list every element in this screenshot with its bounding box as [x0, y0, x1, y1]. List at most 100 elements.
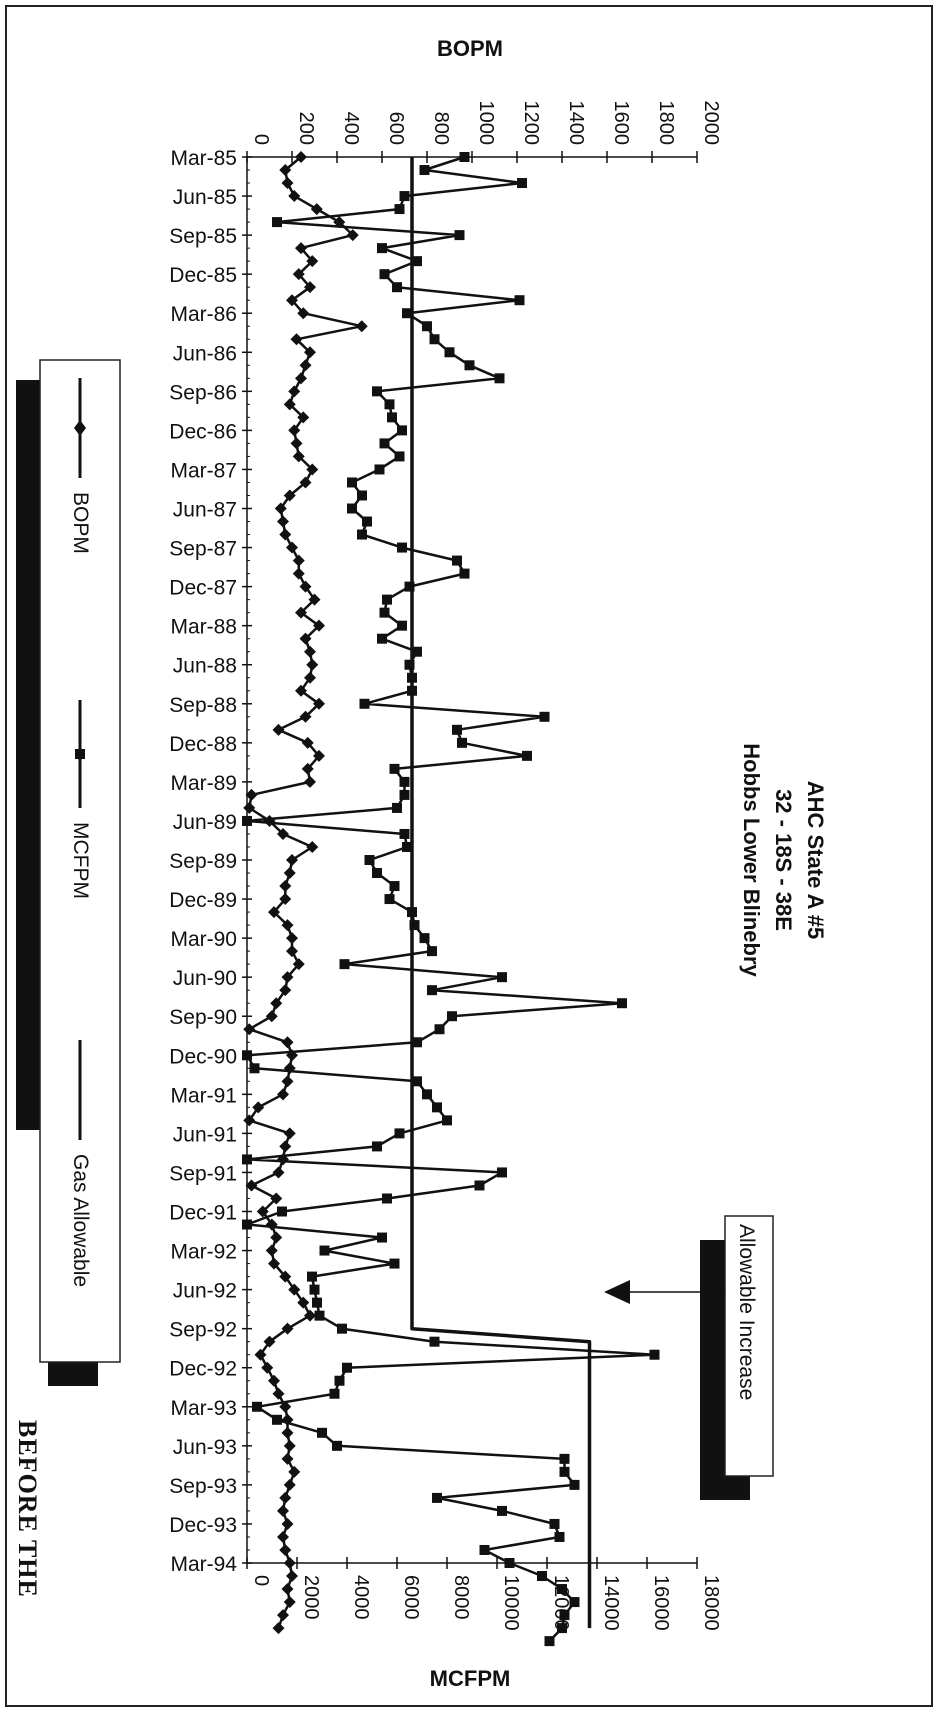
chart-labels: 0 200 400 600 800 1000 1200 1400 1600 1800 2000 0 20…	[169, 101, 722, 1631]
data-point-mcfpm	[429, 1336, 440, 1347]
data-point-bopm	[272, 1622, 285, 1635]
data-point-bopm	[304, 645, 316, 658]
data-point-mcfpm	[514, 295, 525, 306]
data-point-bopm	[297, 307, 310, 320]
data-point-mcfpm	[517, 178, 527, 189]
category-tick-label: Mar-91	[170, 1084, 237, 1107]
data-point-bopm	[281, 1322, 294, 1335]
data-point-mcfpm	[649, 1349, 660, 1360]
data-point-bopm	[272, 1166, 285, 1179]
data-point-mcfpm	[249, 1063, 260, 1074]
bopm-tick-label: 200	[295, 112, 317, 145]
bopm-tick-label: 600	[385, 112, 407, 145]
category-tick-label: Mar-87	[170, 459, 237, 482]
data-point-mcfpm	[447, 1011, 457, 1022]
data-point-bopm	[306, 463, 319, 476]
data-point-bopm	[295, 372, 307, 385]
data-point-mcfpm	[399, 776, 410, 787]
category-tick-label: Dec-89	[169, 889, 237, 912]
data-point-mcfpm	[432, 1102, 442, 1113]
category-tick-label: Sep-85	[169, 225, 237, 248]
data-point-mcfpm	[382, 594, 392, 605]
data-point-bopm	[290, 437, 303, 450]
category-tick-label: Sep-90	[169, 1006, 237, 1029]
category-tick-label: Jun-89	[173, 811, 237, 834]
data-point-mcfpm	[272, 1414, 282, 1425]
data-point-bopm	[281, 1426, 294, 1439]
legend-diamond-icon	[74, 420, 86, 436]
data-point-mcfpm	[457, 737, 467, 748]
data-point-mcfpm	[504, 1558, 515, 1568]
data-point-mcfpm	[379, 607, 390, 618]
data-point-mcfpm	[389, 881, 400, 892]
data-point-bopm	[306, 840, 319, 853]
bopm-tick-label: 2000	[700, 101, 722, 146]
mcfpm-axis-title: MCFPM	[430, 1666, 511, 1691]
category-tick-label: Jun-85	[173, 186, 237, 209]
callout-box	[724, 1215, 774, 1477]
data-point-mcfpm	[334, 1375, 345, 1386]
data-point-bopm	[283, 1127, 296, 1140]
data-point-bopm	[277, 515, 289, 528]
data-point-mcfpm	[347, 503, 357, 514]
legend-shadow	[16, 380, 42, 1130]
data-point-mcfpm	[497, 1505, 507, 1516]
data-point-bopm	[281, 971, 294, 984]
data-point-mcfpm	[364, 855, 375, 865]
data-point-mcfpm	[617, 998, 627, 1009]
data-point-bopm	[292, 958, 305, 971]
data-point-mcfpm	[394, 204, 405, 215]
data-point-bopm	[292, 268, 305, 281]
data-point-bopm	[279, 1491, 292, 1504]
data-point-mcfpm	[569, 1597, 580, 1608]
data-point-bopm	[288, 1283, 301, 1296]
data-point-mcfpm	[497, 972, 507, 983]
callout-label: Allowable Increase	[735, 1224, 758, 1400]
data-point-mcfpm	[337, 1323, 347, 1334]
data-point-mcfpm	[559, 1453, 570, 1464]
data-point-bopm	[286, 945, 298, 958]
data-point-mcfpm	[357, 529, 367, 540]
data-point-mcfpm	[452, 555, 462, 566]
bopm-tick-label: 400	[340, 112, 362, 145]
data-point-mcfpm	[494, 373, 505, 384]
data-point-bopm	[283, 489, 296, 502]
data-point-bopm	[283, 1478, 296, 1491]
data-point-mcfpm	[374, 464, 385, 475]
legend-label-gas-allowable: Gas Allowable	[69, 1154, 92, 1287]
category-tick-label: Sep-91	[169, 1162, 237, 1185]
data-point-mcfpm	[362, 516, 372, 527]
bopm-tick-label: 1000	[475, 101, 497, 146]
data-point-bopm	[243, 1023, 256, 1036]
data-point-mcfpm	[397, 425, 407, 436]
legend-square-icon	[75, 749, 85, 759]
data-point-mcfpm	[404, 581, 415, 592]
data-point-bopm	[295, 606, 307, 619]
legend-box	[39, 359, 121, 1363]
data-point-mcfpm	[537, 1571, 547, 1582]
bopm-tick-label: 1200	[520, 101, 542, 146]
category-tick-label: Dec-86	[169, 420, 237, 443]
data-point-bopm	[277, 1609, 289, 1622]
data-point-bopm	[286, 854, 298, 866]
category-tick-label: Jun-87	[173, 499, 237, 522]
title-line-3: Hobbs Lower Blinebry	[739, 743, 764, 977]
mcfpm-tick-label: 4000	[350, 1575, 372, 1620]
data-point-bopm	[295, 242, 307, 255]
data-point-bopm	[277, 1088, 289, 1101]
category-tick-label: Sep-86	[169, 381, 237, 404]
category-tick-label: Dec-88	[169, 733, 237, 756]
data-point-bopm	[304, 346, 316, 359]
data-point-mcfpm	[409, 920, 420, 931]
data-point-bopm	[277, 827, 289, 840]
category-tick-label: Mar-94	[170, 1553, 237, 1576]
category-tick-label: Mar-90	[170, 928, 237, 951]
data-point-mcfpm	[389, 1258, 400, 1269]
mcfpm-tick-label: 8000	[450, 1575, 472, 1620]
data-point-bopm	[306, 255, 319, 268]
category-tick-label: Jun-91	[173, 1123, 237, 1146]
category-tick-label: Jun-88	[173, 655, 237, 678]
data-point-bopm	[306, 658, 319, 671]
data-point-mcfpm	[319, 1245, 330, 1256]
data-point-bopm	[268, 1257, 280, 1270]
